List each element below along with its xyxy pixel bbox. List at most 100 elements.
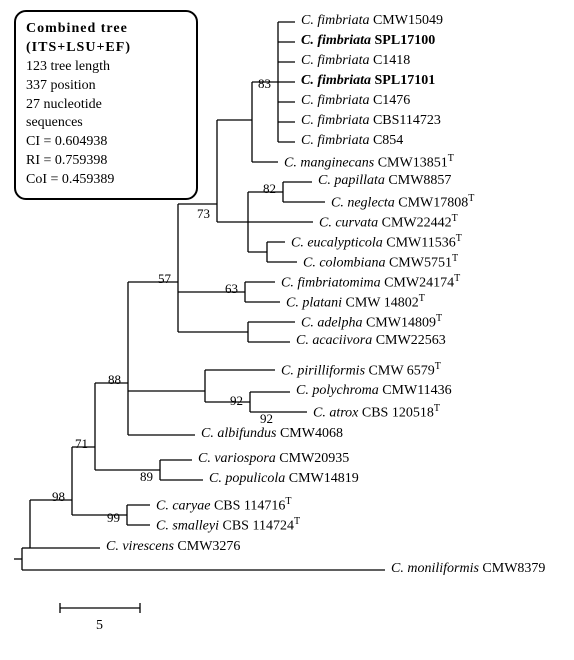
taxon-label: C. fimbriata SPL17101 bbox=[301, 73, 435, 89]
taxon-strain: CMW13851 bbox=[378, 156, 448, 171]
support-value: 99 bbox=[107, 510, 120, 526]
taxon-strain: CMW14809 bbox=[366, 316, 436, 331]
type-superscript: T bbox=[454, 273, 460, 284]
support-value: 63 bbox=[225, 281, 238, 297]
support-value: 92 bbox=[230, 393, 243, 409]
taxon-label: C. virescens CMW3276 bbox=[106, 539, 240, 555]
taxon-genus: C. platani bbox=[286, 296, 342, 311]
taxon-strain: CMW8857 bbox=[388, 173, 451, 188]
taxon-genus: C. virescens bbox=[106, 539, 174, 554]
taxon-genus: C. fimbriata bbox=[301, 33, 371, 48]
support-value: 73 bbox=[197, 206, 210, 222]
support-value: 98 bbox=[52, 489, 65, 505]
taxon-label: C. fimbriatomima CMW24174T bbox=[281, 273, 460, 292]
type-superscript: T bbox=[456, 233, 462, 244]
taxon-label: C. populicola CMW14819 bbox=[209, 471, 359, 487]
taxon-strain: CMW 14802 bbox=[346, 296, 419, 311]
taxon-strain: CMW15049 bbox=[373, 13, 443, 28]
support-value: 88 bbox=[108, 372, 121, 388]
type-superscript: T bbox=[452, 253, 458, 264]
taxon-strain: CMW20935 bbox=[279, 451, 349, 466]
taxon-genus: C. papillata bbox=[318, 173, 385, 188]
taxon-strain: CMW4068 bbox=[280, 426, 343, 441]
taxon-label: C. polychroma CMW11436 bbox=[296, 383, 452, 399]
taxon-strain: CMW8379 bbox=[482, 561, 545, 576]
taxon-strain: CBS114723 bbox=[373, 113, 441, 128]
taxon-strain: CMW11536 bbox=[386, 236, 455, 251]
taxon-genus: C. moniliformis bbox=[391, 561, 479, 576]
phylo-tree-canvas: Combined tree (ITS+LSU+EF) 123 tree leng… bbox=[0, 0, 574, 660]
taxon-genus: C. fimbriata bbox=[301, 73, 371, 88]
type-superscript: T bbox=[419, 293, 425, 304]
taxon-strain: CMW 6579 bbox=[369, 364, 435, 379]
taxon-genus: C. neglecta bbox=[331, 196, 395, 211]
taxon-label: C. fimbriata C1476 bbox=[301, 93, 410, 109]
taxon-genus: C. caryae bbox=[156, 499, 210, 514]
taxon-genus: C. fimbriata bbox=[301, 93, 369, 108]
type-superscript: T bbox=[434, 403, 440, 414]
taxon-genus: C. variospora bbox=[198, 451, 276, 466]
type-superscript: T bbox=[468, 193, 474, 204]
type-superscript: T bbox=[448, 153, 454, 164]
taxon-genus: C. manginecans bbox=[284, 156, 374, 171]
taxon-strain: CBS 114724 bbox=[223, 519, 294, 534]
taxon-genus: C. fimbriata bbox=[301, 53, 369, 68]
taxon-strain: C1476 bbox=[373, 93, 410, 108]
taxon-label: C. adelpha CMW14809T bbox=[301, 313, 442, 332]
taxon-strain: SPL17100 bbox=[375, 33, 436, 48]
taxon-genus: C. atrox bbox=[313, 406, 358, 421]
taxon-genus: C. fimbriata bbox=[301, 13, 369, 28]
taxon-label: C. variospora CMW20935 bbox=[198, 451, 349, 467]
taxon-genus: C. fimbriata bbox=[301, 113, 369, 128]
taxon-strain: CMW24174 bbox=[384, 276, 454, 291]
taxon-label: C. fimbriata CBS114723 bbox=[301, 113, 441, 129]
taxon-label: C. fimbriata C854 bbox=[301, 133, 403, 149]
taxon-strain: CMW22563 bbox=[376, 333, 446, 348]
taxon-genus: C. fimbriatomima bbox=[281, 276, 381, 291]
taxon-genus: C. pirilliformis bbox=[281, 364, 365, 379]
taxon-label: C. eucalypticola CMW11536T bbox=[291, 233, 462, 252]
taxon-label: C. neglecta CMW17808T bbox=[331, 193, 474, 212]
support-value: 82 bbox=[263, 181, 276, 197]
taxon-strain: CMW17808 bbox=[398, 196, 468, 211]
type-superscript: T bbox=[435, 361, 441, 372]
support-value: 92 bbox=[260, 411, 273, 427]
taxon-label: C. curvata CMW22442T bbox=[319, 213, 458, 232]
taxon-strain: CBS 114716 bbox=[214, 499, 285, 514]
taxon-genus: C. curvata bbox=[319, 216, 378, 231]
scale-bar-label: 5 bbox=[96, 618, 103, 634]
taxon-label: C. acaciivora CMW22563 bbox=[296, 333, 446, 349]
taxon-genus: C. populicola bbox=[209, 471, 285, 486]
taxon-strain: CMW11436 bbox=[382, 383, 451, 398]
taxon-label: C. albifundus CMW4068 bbox=[201, 426, 343, 442]
taxon-label: C. atrox CBS 120518T bbox=[313, 403, 440, 422]
taxon-genus: C. polychroma bbox=[296, 383, 379, 398]
type-superscript: T bbox=[436, 313, 442, 324]
taxon-label: C. caryae CBS 114716T bbox=[156, 496, 292, 515]
taxon-label: C. fimbriata C1418 bbox=[301, 53, 410, 69]
taxon-label: C. colombiana CMW5751T bbox=[303, 253, 458, 272]
taxon-strain: CMW3276 bbox=[177, 539, 240, 554]
support-value: 89 bbox=[140, 469, 153, 485]
taxon-genus: C. albifundus bbox=[201, 426, 276, 441]
taxon-label: C. fimbriata SPL17100 bbox=[301, 33, 435, 49]
taxon-genus: C. fimbriata bbox=[301, 133, 369, 148]
taxon-strain: CMW14819 bbox=[289, 471, 359, 486]
taxon-strain: C1418 bbox=[373, 53, 410, 68]
taxon-strain: SPL17101 bbox=[375, 73, 436, 88]
taxon-genus: C. acaciivora bbox=[296, 333, 372, 348]
type-superscript: T bbox=[285, 496, 291, 507]
taxon-genus: C. colombiana bbox=[303, 256, 385, 271]
taxon-label: C. pirilliformis CMW 6579T bbox=[281, 361, 441, 380]
support-value: 57 bbox=[158, 271, 171, 287]
taxon-genus: C. eucalypticola bbox=[291, 236, 383, 251]
taxon-label: C. smalleyi CBS 114724T bbox=[156, 516, 300, 535]
taxon-genus: C. smalleyi bbox=[156, 519, 219, 534]
taxon-strain: CMW5751 bbox=[389, 256, 452, 271]
taxon-label: C. manginecans CMW13851T bbox=[284, 153, 454, 172]
support-value: 71 bbox=[75, 436, 88, 452]
type-superscript: T bbox=[452, 213, 458, 224]
taxon-label: C. papillata CMW8857 bbox=[318, 173, 451, 189]
taxon-strain: C854 bbox=[373, 133, 403, 148]
taxon-strain: CBS 120518 bbox=[362, 406, 434, 421]
